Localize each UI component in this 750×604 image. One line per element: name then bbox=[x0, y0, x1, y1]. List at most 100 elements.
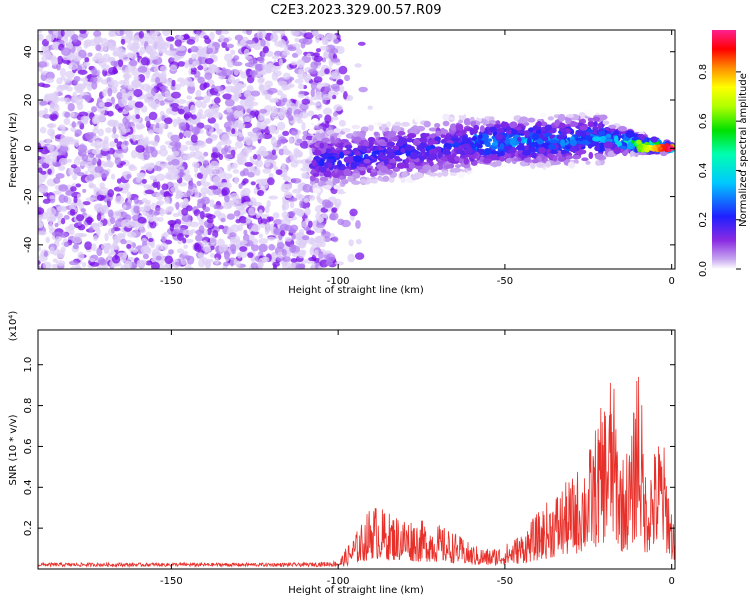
spectrogram-cell bbox=[122, 78, 130, 87]
spectrogram-cell bbox=[156, 200, 165, 206]
spectrogram-cell bbox=[268, 195, 278, 200]
spectrogram-cell bbox=[444, 103, 452, 107]
spectrogram-cell bbox=[223, 53, 233, 62]
spectrogram-cell bbox=[38, 30, 43, 34]
spectrogram-cell bbox=[115, 148, 124, 154]
spectrogram-cell bbox=[227, 114, 235, 123]
spectrogram-cell bbox=[567, 161, 575, 169]
spectrogram-cell bbox=[92, 157, 97, 166]
spectrogram-cell bbox=[66, 158, 72, 163]
spectrogram-cell bbox=[163, 117, 173, 125]
spectrogram-cell bbox=[299, 140, 310, 149]
spectrogram-cell bbox=[234, 176, 239, 185]
spectrogram-cell bbox=[127, 100, 138, 109]
spectrogram-cell bbox=[296, 59, 305, 68]
spectrogram-cell bbox=[204, 72, 213, 80]
spectrogram-cell bbox=[301, 30, 307, 34]
spectrogram-cell bbox=[267, 177, 275, 186]
spectrogram-cell bbox=[140, 165, 148, 171]
spectrogram-cell bbox=[77, 144, 88, 153]
spectrogram-cell bbox=[84, 241, 93, 250]
spectrogram-cell bbox=[592, 136, 602, 142]
spectrogram-cell bbox=[42, 198, 51, 204]
snr-ytick-label: 0.4 bbox=[23, 479, 34, 495]
spectrogram-cell bbox=[221, 187, 230, 196]
spectrogram-cell bbox=[320, 132, 326, 139]
spectrogram-cell bbox=[483, 148, 492, 156]
spectrogram-cell bbox=[294, 78, 304, 84]
spectrogram-cell bbox=[446, 145, 451, 150]
spectrogram-cell bbox=[316, 235, 326, 244]
spectrogram-cell bbox=[216, 238, 225, 247]
spectrogram-cell bbox=[124, 260, 132, 269]
spectrogram-cell bbox=[360, 178, 367, 184]
spectrogram-cell bbox=[209, 235, 217, 245]
spectrogram-cell bbox=[60, 217, 66, 225]
spectrogram-cell bbox=[271, 149, 277, 156]
spectrogram-cell bbox=[552, 155, 558, 162]
spectrogram-cell bbox=[579, 125, 588, 131]
spectrogram-cell bbox=[93, 235, 99, 242]
spectrogram-cell bbox=[234, 92, 242, 98]
spectrogram-cell bbox=[288, 210, 296, 218]
spectrogram-cell bbox=[355, 238, 362, 245]
spectrogram-cell bbox=[201, 191, 207, 198]
spectrogram-cell bbox=[488, 116, 495, 122]
spectrogram-cell bbox=[530, 162, 536, 170]
spectrogram-cell bbox=[95, 44, 102, 52]
spectrogram-cell bbox=[603, 141, 614, 149]
spectrogram-cell bbox=[597, 122, 603, 129]
spectrogram-ytick-label: 40 bbox=[23, 45, 34, 58]
spectrogram-cell bbox=[151, 87, 156, 97]
spectrogram-cell bbox=[45, 77, 55, 83]
spectrogram-cell bbox=[42, 261, 52, 269]
spectrogram-cell bbox=[394, 151, 403, 156]
spectrogram-cell bbox=[91, 81, 98, 90]
spectrogram-cell bbox=[175, 201, 180, 211]
spectrogram-cell bbox=[552, 161, 561, 165]
spectrogram-cell bbox=[58, 97, 68, 102]
spectrogram-cell bbox=[183, 244, 188, 249]
spectrogram-cell bbox=[323, 184, 332, 190]
spectrogram-cell bbox=[257, 189, 265, 197]
spectrogram-cell bbox=[264, 80, 273, 88]
spectrogram-cell bbox=[282, 97, 288, 103]
spectrogram-cell bbox=[236, 152, 245, 161]
spectrogram-cell bbox=[558, 127, 566, 133]
spectrogram-cell bbox=[84, 95, 91, 102]
spectrogram-cell bbox=[94, 165, 104, 174]
spectrogram-cell bbox=[173, 228, 180, 235]
spectrogram-cell bbox=[47, 168, 52, 175]
spectrogram-cell bbox=[169, 223, 174, 232]
spectrogram-core bbox=[644, 149, 650, 153]
spectrogram-cell bbox=[319, 171, 324, 177]
spectrogram-cell bbox=[72, 243, 79, 250]
spectrogram-cell bbox=[243, 229, 248, 236]
spectrogram-cell bbox=[127, 231, 137, 238]
spectrogram-cell bbox=[233, 258, 238, 266]
spectrogram-cell bbox=[274, 50, 282, 57]
spectrogram-cell bbox=[452, 167, 462, 173]
spectrogram-cell bbox=[307, 110, 315, 117]
spectrogram-cell bbox=[386, 151, 396, 159]
spectrogram-cell bbox=[358, 86, 368, 93]
spectrogram-cell bbox=[626, 142, 634, 150]
spectrogram-cell bbox=[319, 142, 325, 149]
spectrogram-cell bbox=[183, 106, 191, 113]
spectrogram-cell bbox=[234, 34, 244, 41]
spectrogram-cell bbox=[149, 175, 157, 181]
spectrogram-cell bbox=[284, 236, 292, 242]
spectrogram-cell bbox=[382, 114, 388, 120]
spectrogram-cell bbox=[48, 222, 54, 231]
spectrogram-cell bbox=[135, 145, 145, 153]
spectrogram-cell bbox=[204, 57, 214, 65]
spectrogram-ytick-label: 0 bbox=[23, 145, 34, 151]
spectrogram-cell bbox=[126, 173, 132, 179]
spectrogram-cell bbox=[38, 265, 41, 269]
spectrogram-cell bbox=[288, 137, 294, 144]
spectrogram-cell bbox=[108, 163, 113, 168]
spectrogram-cell bbox=[93, 36, 104, 44]
spectrogram-cell bbox=[440, 139, 446, 144]
spectrogram-cell bbox=[95, 227, 101, 237]
spectrogram-cell bbox=[587, 120, 595, 128]
